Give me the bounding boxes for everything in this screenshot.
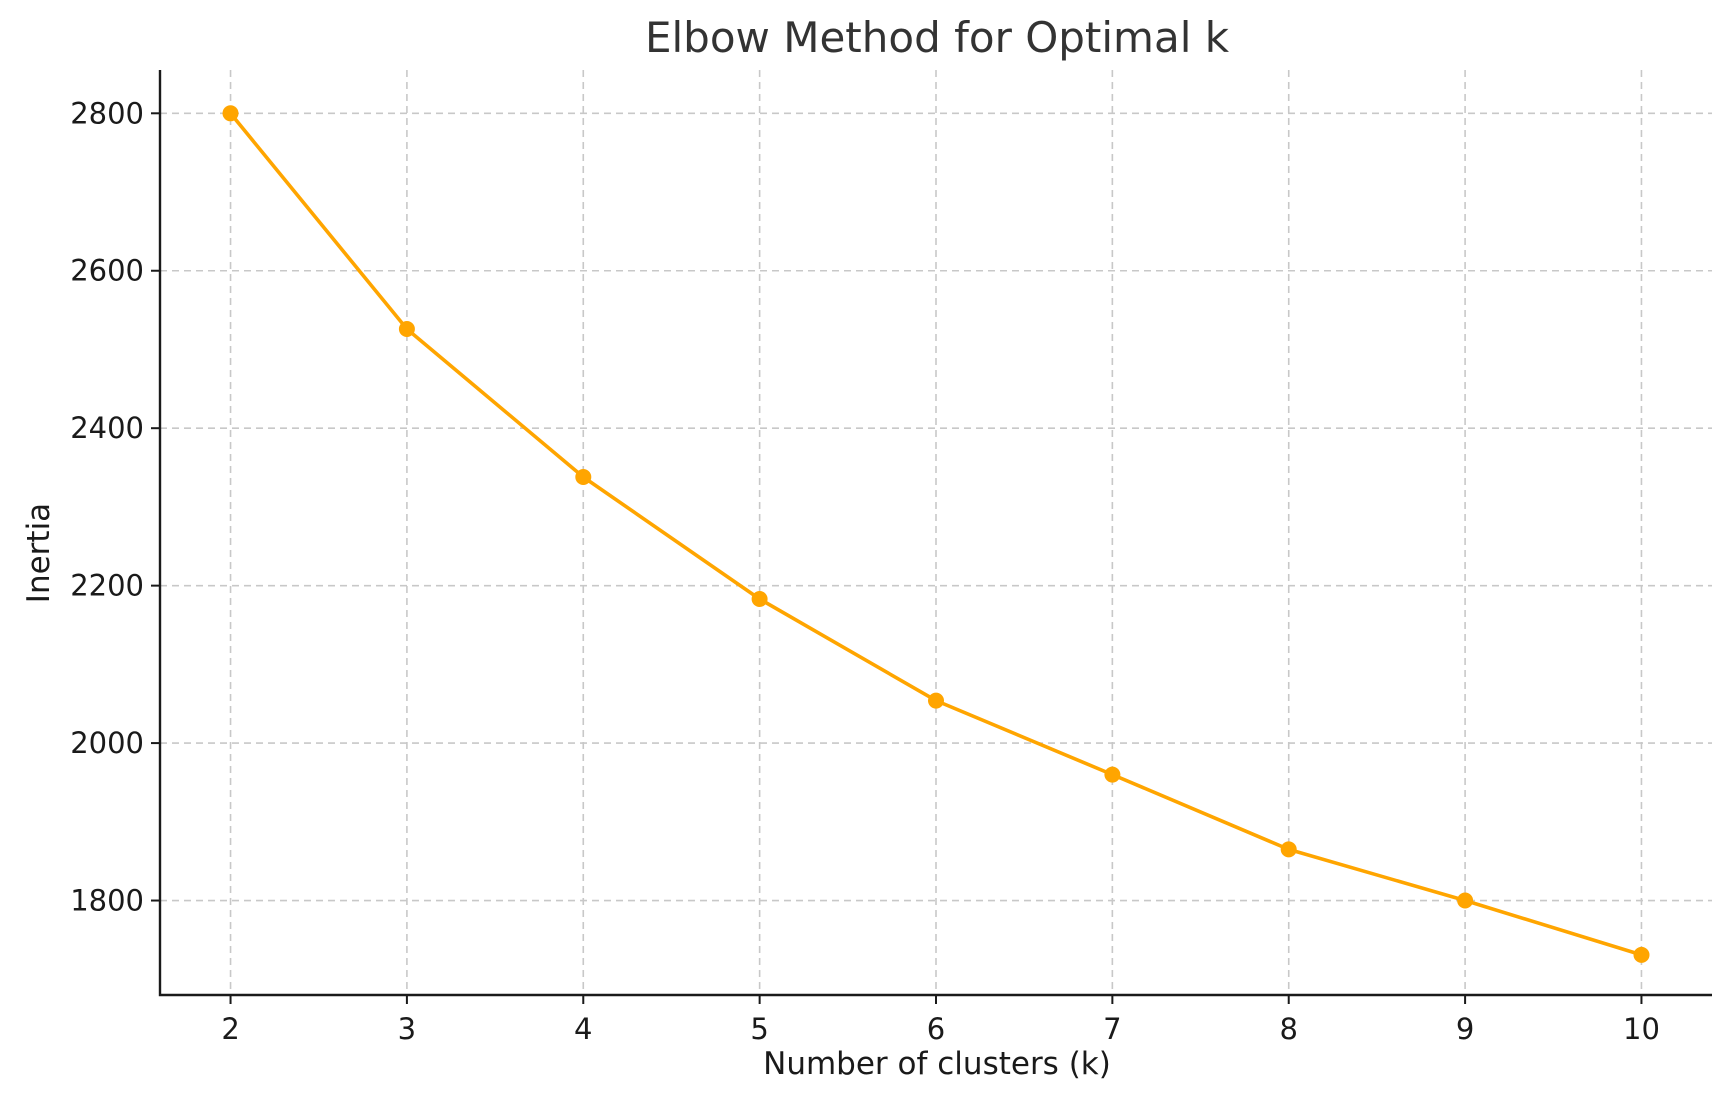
data-point xyxy=(575,469,592,485)
y-tick-label: 1800 xyxy=(70,884,144,918)
data-point xyxy=(222,105,239,122)
data-point xyxy=(751,591,768,607)
x-tick-label: 6 xyxy=(927,1012,945,1046)
x-tick-label: 4 xyxy=(574,1012,592,1046)
y-axis-label: Inertia xyxy=(21,503,57,603)
axes-spines xyxy=(158,70,1712,997)
x-tick-label: 3 xyxy=(398,1012,416,1046)
y-tick-label: 2000 xyxy=(70,726,144,760)
data-point xyxy=(1633,946,1650,963)
data-point xyxy=(928,692,944,709)
x-tick-label: 8 xyxy=(1280,1012,1298,1046)
x-tick-label: 10 xyxy=(1623,1012,1660,1046)
x-tick-label: 9 xyxy=(1456,1012,1474,1046)
x-tick-label: 7 xyxy=(1103,1012,1121,1046)
chart-title: Elbow Method for Optimal k xyxy=(645,13,1230,62)
data-point xyxy=(1457,892,1474,909)
data-point xyxy=(1104,766,1121,783)
series xyxy=(222,105,1650,963)
grid xyxy=(160,70,1712,995)
x-tick-label: 5 xyxy=(750,1012,768,1046)
data-point xyxy=(398,321,415,337)
y-tick-label: 2600 xyxy=(70,254,144,288)
ticks: 2 3 4 5 6 7 8 9 10 1800 2000 2200 2400 2600 2800 xyxy=(70,96,1660,1046)
axis-spine xyxy=(158,70,1712,997)
y-tick-label: 2400 xyxy=(70,411,144,445)
y-tick-label: 2200 xyxy=(70,569,144,603)
x-tick-label: 2 xyxy=(221,1012,239,1046)
data-point xyxy=(1280,841,1297,858)
x-axis-label: Number of clusters (k) xyxy=(763,1046,1111,1082)
y-tick-label: 2800 xyxy=(70,96,144,130)
